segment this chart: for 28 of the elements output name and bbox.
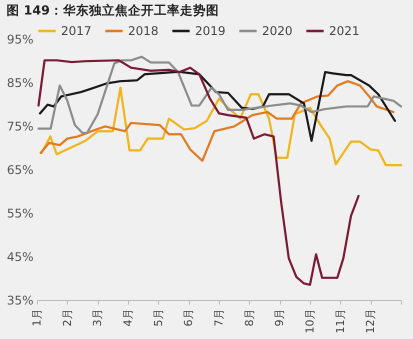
x-tick-label: 5月 (152, 308, 165, 326)
y-tick-label: 55% (6, 206, 34, 220)
y-tick-label: 35% (6, 294, 34, 308)
x-tick-label: 2月 (60, 308, 74, 326)
line-series (37, 59, 360, 286)
x-tick-label: 9月 (273, 308, 286, 326)
legend-label: 2020 (262, 24, 293, 38)
y-tick-label: 65% (6, 163, 34, 177)
x-tick-label: 11月 (334, 308, 347, 334)
x-tick-label: 6月 (182, 308, 196, 326)
y-tick-label: 85% (6, 76, 34, 90)
legend-label: 2019 (195, 24, 226, 38)
y-tick-label: 75% (6, 120, 34, 134)
x-tick-label: 3月 (91, 308, 104, 326)
line-series (37, 56, 402, 134)
line-series (38, 70, 396, 142)
x-tick-label: 7月 (212, 308, 226, 326)
x-tick-label: 12月 (364, 308, 378, 334)
chart-title: 图 149：华东独立焦企开工率走势图 (6, 2, 219, 18)
y-tick-label: 45% (6, 250, 34, 264)
x-tick-label: 10月 (304, 308, 316, 334)
legend-label: 2021 (329, 24, 360, 38)
x-tick-label: 8月 (242, 308, 256, 326)
x-tick-label: 1月 (30, 308, 44, 326)
y-tick-label: 95% (6, 32, 34, 46)
legend-label: 2017 (61, 24, 92, 38)
x-tick-label: 4月 (122, 308, 134, 326)
legend-label: 2018 (128, 24, 159, 38)
